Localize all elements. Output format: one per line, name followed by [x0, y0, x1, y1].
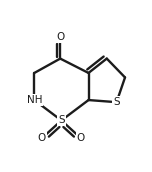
Text: NH: NH — [27, 95, 42, 105]
Text: O: O — [38, 133, 46, 143]
Text: S: S — [113, 97, 120, 107]
Text: O: O — [77, 133, 85, 143]
Text: O: O — [56, 32, 64, 42]
Text: S: S — [58, 115, 65, 125]
